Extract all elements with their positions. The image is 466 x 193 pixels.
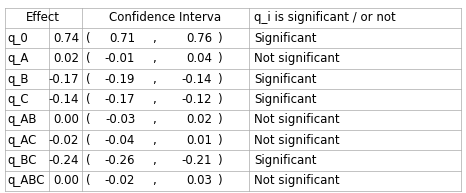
Text: (: ( [86,134,91,147]
Text: 0.71: 0.71 [109,32,135,45]
Text: 0.02: 0.02 [53,52,79,65]
Text: q_BC: q_BC [7,154,36,167]
Text: 0.03: 0.03 [186,174,212,187]
Text: ,: , [152,174,156,187]
Text: ): ) [217,174,221,187]
Text: -0.21: -0.21 [182,154,212,167]
Text: 0.02: 0.02 [186,113,212,126]
Text: 0.76: 0.76 [186,32,212,45]
Text: Not significant: Not significant [254,134,340,147]
Text: -0.03: -0.03 [105,113,135,126]
Text: -0.19: -0.19 [105,73,135,85]
Text: ): ) [217,154,221,167]
Text: ): ) [217,52,221,65]
Text: -0.26: -0.26 [105,154,135,167]
Text: ): ) [217,32,221,45]
Text: -0.04: -0.04 [105,134,135,147]
Text: (: ( [86,32,91,45]
Text: q_A: q_A [7,52,28,65]
Text: -0.17: -0.17 [49,73,79,85]
Text: (: ( [86,154,91,167]
Text: -0.12: -0.12 [182,93,212,106]
Text: Effect: Effect [26,11,60,24]
Text: (: ( [86,73,91,85]
Text: q_ABC: q_ABC [7,174,44,187]
Text: ): ) [217,73,221,85]
Text: -0.14: -0.14 [49,93,79,106]
Text: ): ) [217,134,221,147]
Text: -0.01: -0.01 [105,52,135,65]
Text: ,: , [152,73,156,85]
Text: ): ) [217,113,221,126]
Text: q_C: q_C [7,93,28,106]
Text: (: ( [86,174,91,187]
Text: -0.14: -0.14 [182,73,212,85]
Text: -0.02: -0.02 [49,134,79,147]
Text: -0.24: -0.24 [49,154,79,167]
Text: (: ( [86,52,91,65]
Text: 0.00: 0.00 [53,174,79,187]
Text: ,: , [152,113,156,126]
Text: -0.17: -0.17 [105,93,135,106]
Text: 0.74: 0.74 [53,32,79,45]
Text: Significant: Significant [254,154,316,167]
Text: Not significant: Not significant [254,52,340,65]
Text: ,: , [152,134,156,147]
Text: (: ( [86,93,91,106]
Text: q_AC: q_AC [7,134,36,147]
Text: Significant: Significant [254,73,316,85]
Text: Not significant: Not significant [254,174,340,187]
Text: ,: , [152,93,156,106]
Text: ,: , [152,32,156,45]
Text: 0.00: 0.00 [53,113,79,126]
Text: 0.01: 0.01 [186,134,212,147]
Text: ,: , [152,52,156,65]
Text: Not significant: Not significant [254,113,340,126]
Text: Confidence Interva: Confidence Interva [110,11,221,24]
Text: Significant: Significant [254,32,316,45]
Text: q_B: q_B [7,73,28,85]
Text: q_0: q_0 [7,32,28,45]
Text: q_AB: q_AB [7,113,36,126]
Text: ): ) [217,93,221,106]
Text: -0.02: -0.02 [105,174,135,187]
Text: (: ( [86,113,91,126]
Text: ,: , [152,154,156,167]
Text: Significant: Significant [254,93,316,106]
Text: 0.04: 0.04 [186,52,212,65]
Text: q_i is significant / or not: q_i is significant / or not [254,11,396,24]
